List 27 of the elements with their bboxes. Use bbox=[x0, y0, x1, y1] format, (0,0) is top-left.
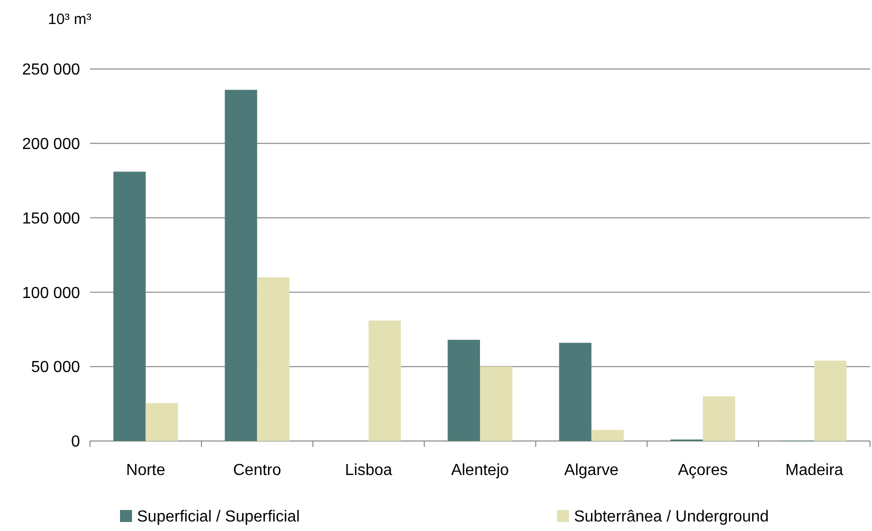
x-tick-label: Alentejo bbox=[451, 462, 510, 479]
legend-label: Subterrânea / Underground bbox=[574, 508, 769, 526]
x-tick-label: Algarve bbox=[564, 462, 619, 479]
x-tick-label: Norte bbox=[126, 462, 166, 479]
bar bbox=[702, 396, 736, 441]
y-tick-label: 250 000 bbox=[22, 62, 80, 79]
x-tick-label: Madeira bbox=[785, 462, 844, 479]
legend-label: Superficial / Superficial bbox=[137, 508, 300, 526]
y-axis-title: 10³ m³ bbox=[48, 11, 92, 28]
bar bbox=[814, 360, 847, 441]
bar bbox=[480, 366, 512, 441]
x-tick-label: Açores bbox=[678, 462, 728, 479]
bar bbox=[224, 90, 258, 441]
y-tick-label: 50 000 bbox=[31, 359, 80, 376]
y-tick-label: 0 bbox=[71, 434, 80, 451]
y-tick-label: 100 000 bbox=[22, 284, 80, 302]
x-tick-label: Lisboa bbox=[344, 462, 392, 479]
bar bbox=[448, 340, 480, 441]
y-tick-label: 200 000 bbox=[22, 136, 80, 153]
bar bbox=[591, 430, 624, 441]
bar bbox=[257, 277, 290, 441]
x-tick-label: Centro bbox=[233, 462, 282, 479]
bar bbox=[146, 403, 178, 441]
bar bbox=[559, 342, 592, 441]
y-tick-label: 150 000 bbox=[22, 210, 80, 228]
bar bbox=[368, 320, 401, 441]
bar bbox=[113, 172, 146, 441]
